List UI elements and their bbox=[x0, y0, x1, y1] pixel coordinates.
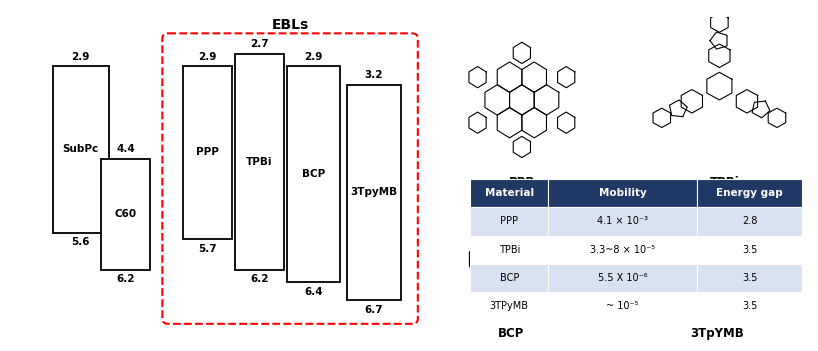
Text: 2.9: 2.9 bbox=[198, 52, 217, 62]
Text: TPBi: TPBi bbox=[246, 157, 272, 167]
Text: TPBi: TPBi bbox=[710, 176, 739, 188]
Bar bbox=[347, 85, 401, 300]
Text: 5.7: 5.7 bbox=[198, 244, 217, 254]
Text: 4.4: 4.4 bbox=[116, 144, 135, 154]
Bar bbox=[183, 66, 231, 239]
Text: SubPc: SubPc bbox=[63, 144, 99, 154]
Text: 6.2: 6.2 bbox=[250, 274, 269, 284]
Text: 6.4: 6.4 bbox=[304, 287, 323, 297]
Text: C60: C60 bbox=[115, 209, 137, 219]
Text: 6.7: 6.7 bbox=[365, 305, 383, 315]
Bar bbox=[236, 54, 284, 270]
Text: 3.2: 3.2 bbox=[365, 70, 383, 80]
Text: BCP: BCP bbox=[497, 327, 524, 340]
Text: 2.9: 2.9 bbox=[304, 52, 323, 62]
Text: 2.7: 2.7 bbox=[250, 39, 269, 49]
Bar bbox=[53, 66, 109, 233]
Text: EBLs: EBLs bbox=[272, 18, 308, 32]
Text: PPP: PPP bbox=[509, 176, 535, 188]
Text: PPP: PPP bbox=[196, 147, 219, 157]
Bar bbox=[287, 66, 339, 282]
Bar bbox=[101, 159, 150, 270]
Text: 6.2: 6.2 bbox=[116, 274, 135, 284]
Text: 5.6: 5.6 bbox=[71, 238, 90, 247]
Text: BCP: BCP bbox=[302, 169, 326, 179]
Text: 3TpYMB: 3TpYMB bbox=[690, 327, 744, 340]
Text: 3TpyMB: 3TpyMB bbox=[350, 187, 398, 198]
Text: 2.9: 2.9 bbox=[72, 52, 90, 62]
